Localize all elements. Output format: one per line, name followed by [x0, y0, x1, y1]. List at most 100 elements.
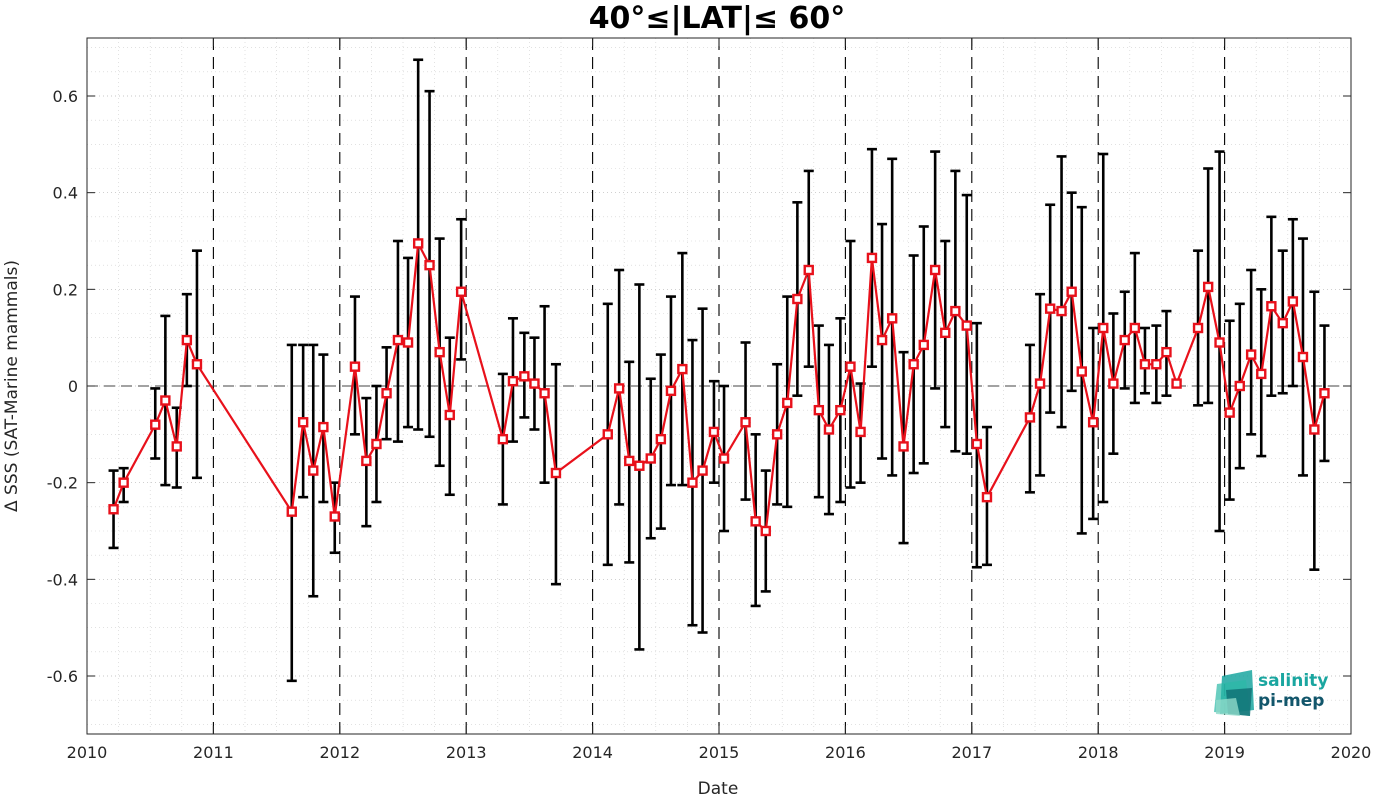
- data-point-marker: [823, 424, 835, 435]
- data-point-marker: [718, 453, 730, 464]
- data-point-marker: [929, 264, 941, 276]
- data-point-marker: [645, 453, 656, 464]
- data-point-marker: [539, 388, 550, 399]
- data-point-marker: [940, 327, 951, 339]
- data-point-marker: [697, 465, 708, 476]
- data-point-marker: [1098, 322, 1109, 334]
- data-point-marker: [381, 388, 392, 399]
- data-point-marker: [1277, 317, 1288, 329]
- y-tick-label: -0.4: [47, 570, 78, 589]
- data-point-marker: [1224, 407, 1235, 418]
- error-bar: [1056, 155, 1067, 429]
- data-point-marker: [655, 433, 667, 445]
- data-point-marker: [1319, 388, 1330, 399]
- salinity-pi-mep-logo: salinity pi-mep: [1214, 670, 1328, 716]
- x-tick-label: 2010: [67, 743, 108, 762]
- y-tick-label: 0.6: [53, 87, 78, 106]
- x-axis-label: Date: [698, 779, 739, 799]
- data-point-marker: [708, 426, 720, 438]
- data-point-marker: [950, 305, 961, 317]
- data-point-marker: [1309, 424, 1320, 435]
- x-tick-label: 2012: [319, 743, 360, 762]
- y-tick-label: 0.4: [53, 184, 78, 203]
- data-point-marker: [613, 383, 625, 394]
- data-point-marker: [1044, 303, 1056, 314]
- x-tick-label: 2015: [699, 743, 740, 762]
- data-point-marker: [1256, 368, 1267, 380]
- data-point-marker: [1287, 296, 1299, 307]
- y-tick-label: -0.6: [47, 667, 78, 686]
- data-point-marker: [886, 313, 898, 324]
- data-point-marker: [297, 417, 309, 428]
- data-point-marker: [665, 385, 677, 397]
- data-point-marker: [971, 438, 983, 450]
- y-tick-label: 0.2: [53, 280, 78, 299]
- data-point-marker: [1139, 359, 1151, 370]
- data-point-marker: [392, 334, 404, 346]
- data-point-marker: [1108, 378, 1119, 389]
- data-point-marker: [677, 363, 688, 375]
- data-point-marker: [845, 361, 856, 372]
- y-tick-label: -0.2: [47, 474, 78, 493]
- x-tick-label: 2020: [1331, 743, 1372, 762]
- data-point-marker: [286, 506, 297, 517]
- data-point-marker: [1066, 286, 1077, 297]
- data-point-marker: [529, 378, 540, 389]
- data-point-marker: [792, 293, 803, 305]
- data-point-marker: [602, 429, 613, 440]
- data-point-marker: [1297, 351, 1309, 363]
- data-point-marker: [898, 441, 909, 452]
- data-point-marker: [687, 477, 698, 488]
- data-point-marker: [371, 438, 382, 450]
- data-point-marker: [771, 429, 783, 440]
- data-point-marker: [329, 511, 340, 522]
- x-tick-label: 2018: [1078, 743, 1119, 762]
- chart-title: 40°≤|LAT|≤ 60°: [589, 1, 846, 36]
- x-tick-label: 2013: [446, 743, 487, 762]
- data-point-marker: [361, 455, 372, 467]
- data-point-marker: [1056, 305, 1067, 317]
- x-tick-label: 2016: [825, 743, 866, 762]
- y-tick-labels: -0.6 -0.4 -0.2 0 0.2 0.4 0.6: [47, 87, 78, 686]
- data-point-marker: [760, 525, 771, 537]
- data-point-marker: [1202, 281, 1214, 293]
- data-point-marker: [750, 516, 761, 527]
- logo-wave-icon: [1214, 670, 1254, 716]
- x-tick-label: 2014: [572, 743, 613, 762]
- axis-ticks: [86, 38, 1352, 734]
- data-point-marker: [497, 433, 509, 445]
- data-point-marker: [1161, 346, 1172, 358]
- data-point-marker: [634, 460, 645, 471]
- data-point-marker: [191, 359, 203, 370]
- data-point-marker: [434, 346, 445, 358]
- data-point-marker: [855, 426, 866, 438]
- data-point-marker: [402, 337, 414, 348]
- data-point-marker: [1076, 366, 1087, 377]
- data-point-marker: [740, 417, 751, 428]
- data-point-marker: [961, 320, 972, 331]
- data-point-marker: [550, 467, 562, 479]
- data-point-marker: [1245, 349, 1257, 360]
- data-point-marker: [160, 395, 171, 406]
- data-point-marker: [908, 359, 919, 370]
- data-point-marker: [1266, 301, 1277, 312]
- data-point-marker: [444, 409, 455, 421]
- y-axis-label: Δ SSS (SAT-Marine mammals): [2, 260, 22, 512]
- logo-text-salinity: salinity: [1258, 671, 1328, 691]
- data-point-marker: [981, 491, 993, 503]
- x-tick-label: 2017: [951, 743, 992, 762]
- data-point-marker: [1024, 412, 1036, 423]
- x-tick-label: 2019: [1204, 743, 1245, 762]
- data-point-marker: [803, 264, 814, 276]
- data-point-marker: [1119, 334, 1130, 346]
- data-point-marker: [519, 371, 530, 382]
- data-point-marker: [1192, 322, 1204, 334]
- logo-text-pi-mep: pi-mep: [1258, 691, 1324, 711]
- data-point-marker: [1151, 359, 1162, 370]
- data-point-marker: [1234, 380, 1245, 392]
- data-point-marker: [455, 286, 467, 297]
- data-point-marker: [150, 419, 161, 430]
- data-point-marker: [1129, 322, 1141, 334]
- data-point-marker: [171, 441, 182, 452]
